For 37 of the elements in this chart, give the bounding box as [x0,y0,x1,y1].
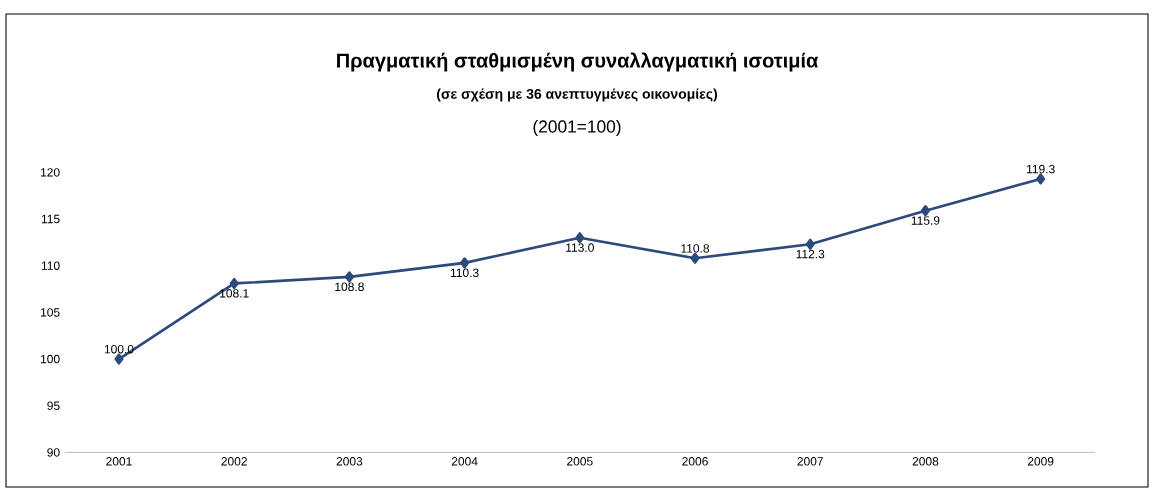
x-tick-label: 2004 [451,457,478,466]
point [690,252,700,264]
y-tick-label: 120 [41,168,60,177]
x-tick-label: 2005 [567,457,593,466]
y-tick-label: 110 [41,261,60,270]
data-label: 110.8 [681,244,710,253]
text: (2001=100) [533,119,621,137]
x-tick-label: 2001 [106,457,132,466]
point [460,257,470,269]
y-tick-label: 100 [41,354,60,364]
chart-subtitle: (σε σχέση με 36 ανεπτυγμένες οικονομίες) [436,88,718,102]
data-label: 112.3 [796,249,825,259]
y-tick-label: 90 [47,448,60,457]
point [1036,173,1046,185]
data-label: 115.9 [911,216,940,225]
x-tick-label: 2008 [912,457,939,466]
data-label: 113.0 [566,243,594,252]
x-tick-label: 2007 [797,457,823,466]
y-tick-label: 95 [47,401,60,410]
point [229,277,239,290]
x-tick-label: 2003 [336,457,363,466]
x-tick-label: 2002 [221,457,247,466]
data-label: 110.3 [450,268,479,278]
y-tick-label: 105 [41,308,60,317]
point [920,205,930,217]
x-tick-label: 2009 [1027,457,1054,466]
point [344,271,354,283]
point [575,232,585,244]
data-label: 100.0 [104,344,134,354]
data-label: 119.3 [1027,164,1055,174]
chart-title: Πραγματική σταθμισμένη συναλλαγματική ισοτιμία [337,52,819,72]
y-tick-label: 115 [41,214,60,224]
point [114,353,124,365]
point [805,238,815,250]
data-label: 108.1 [220,289,249,298]
x-tick-label: 2006 [682,457,708,466]
data-label: 108.8 [335,282,364,292]
